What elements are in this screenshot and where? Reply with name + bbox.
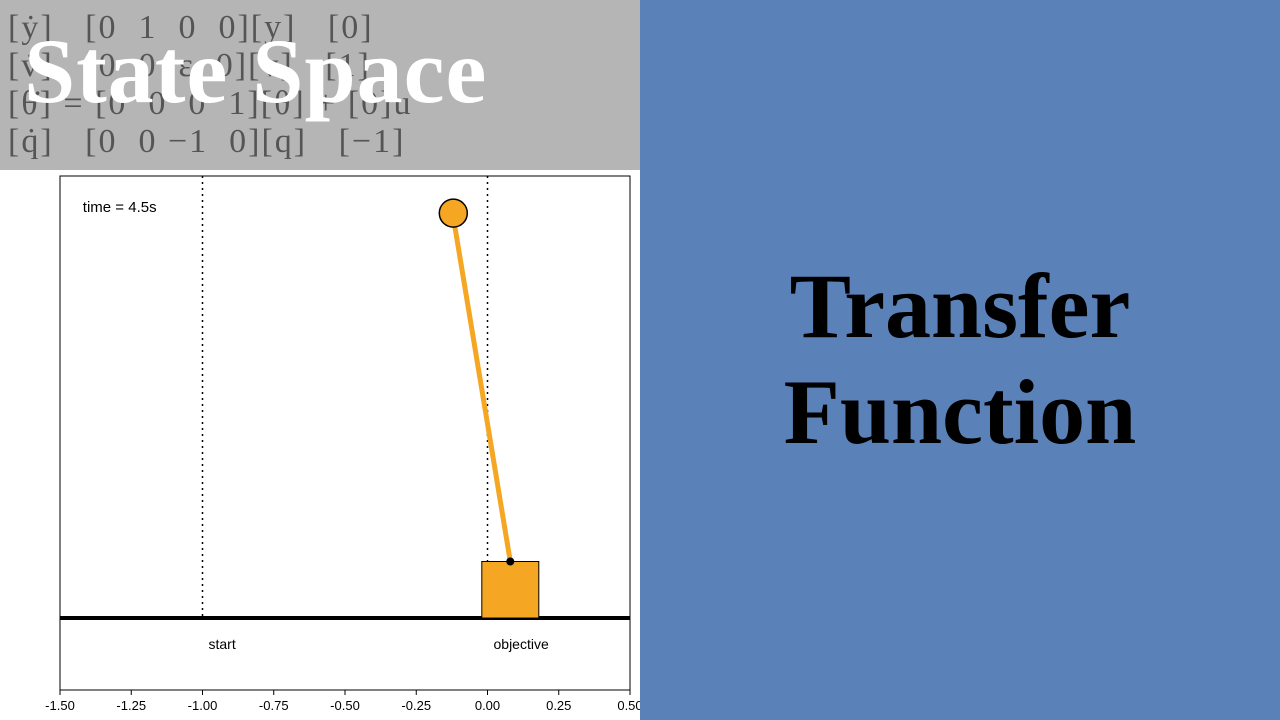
plot-vline-label: objective [494, 636, 549, 652]
cartpole-plot: start objective -1.50 -1.25 -1.00 -0.75 -0.50 -… [0, 170, 640, 720]
xtick-label: 0.50 [617, 698, 640, 713]
right-panel: Transfer Function [640, 0, 1280, 720]
xtick-label: -0.50 [330, 698, 360, 713]
xtick-label: -1.00 [188, 698, 218, 713]
xtick-label: -0.25 [401, 698, 431, 713]
cartpole-svg: start objective -1.50 -1.25 -1.00 -0.75 -0.50 -… [0, 170, 640, 720]
top-banner: [ẏ] [0 1 0 0][y] [0] [v̇] [0 0 ε 0][v] [… [0, 0, 640, 170]
xtick-label: -0.75 [259, 698, 289, 713]
thumbnail-container: Transfer Function [ẏ] [0 1 0 0][y] [0] [… [0, 0, 1280, 720]
time-label: time = 4.5s [83, 199, 157, 216]
xtick-label: 0.25 [546, 698, 571, 713]
xtick-label: 0.00 [475, 698, 500, 713]
right-title-line1: Transfer [790, 255, 1131, 357]
right-panel-title: Transfer Function [784, 254, 1137, 466]
xtick-label: -1.25 [116, 698, 146, 713]
right-title-line2: Function [784, 361, 1137, 463]
banner-title: State Space [24, 18, 487, 124]
xtick-label: -1.50 [45, 698, 75, 713]
plot-vline-label: start [209, 636, 236, 652]
